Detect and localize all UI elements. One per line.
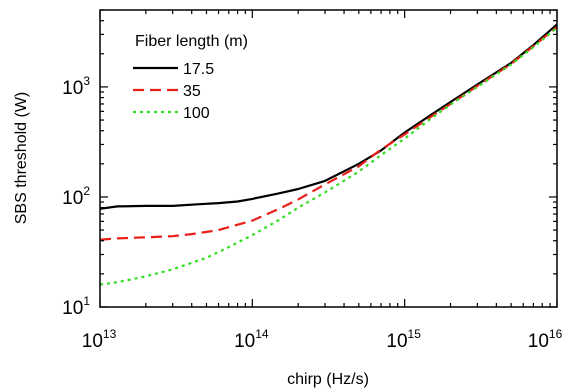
series-line-35 <box>100 26 557 241</box>
series-line-17-5 <box>100 23 557 210</box>
legend-title: Fiber length (m) <box>135 33 248 50</box>
y-tick-labels: 101 102 103 <box>62 74 90 319</box>
x-tick-label: 1016 <box>528 327 563 352</box>
tick-marks <box>99 9 558 308</box>
x-tick-label: 1014 <box>234 327 269 352</box>
legend: Fiber length (m) 17.5 35 100 <box>133 33 248 122</box>
series-line-100 <box>100 26 557 286</box>
series-layer <box>100 23 557 286</box>
plot-area-frame <box>99 9 558 308</box>
x-tick-labels: 1013 1014 1015 1016 <box>82 327 563 352</box>
legend-label: 35 <box>183 83 201 100</box>
y-tick-label: 103 <box>62 74 90 99</box>
x-tick-label: 1013 <box>82 327 117 352</box>
x-axis-label: chirp (Hz/s) <box>287 371 369 388</box>
y-tick-label: 102 <box>62 184 90 209</box>
legend-label: 100 <box>183 105 210 122</box>
x-tick-label: 1015 <box>386 327 421 352</box>
legend-label: 17.5 <box>183 61 214 78</box>
y-axis-label: SBS threshold (W) <box>13 92 30 224</box>
y-tick-label: 101 <box>62 294 90 319</box>
